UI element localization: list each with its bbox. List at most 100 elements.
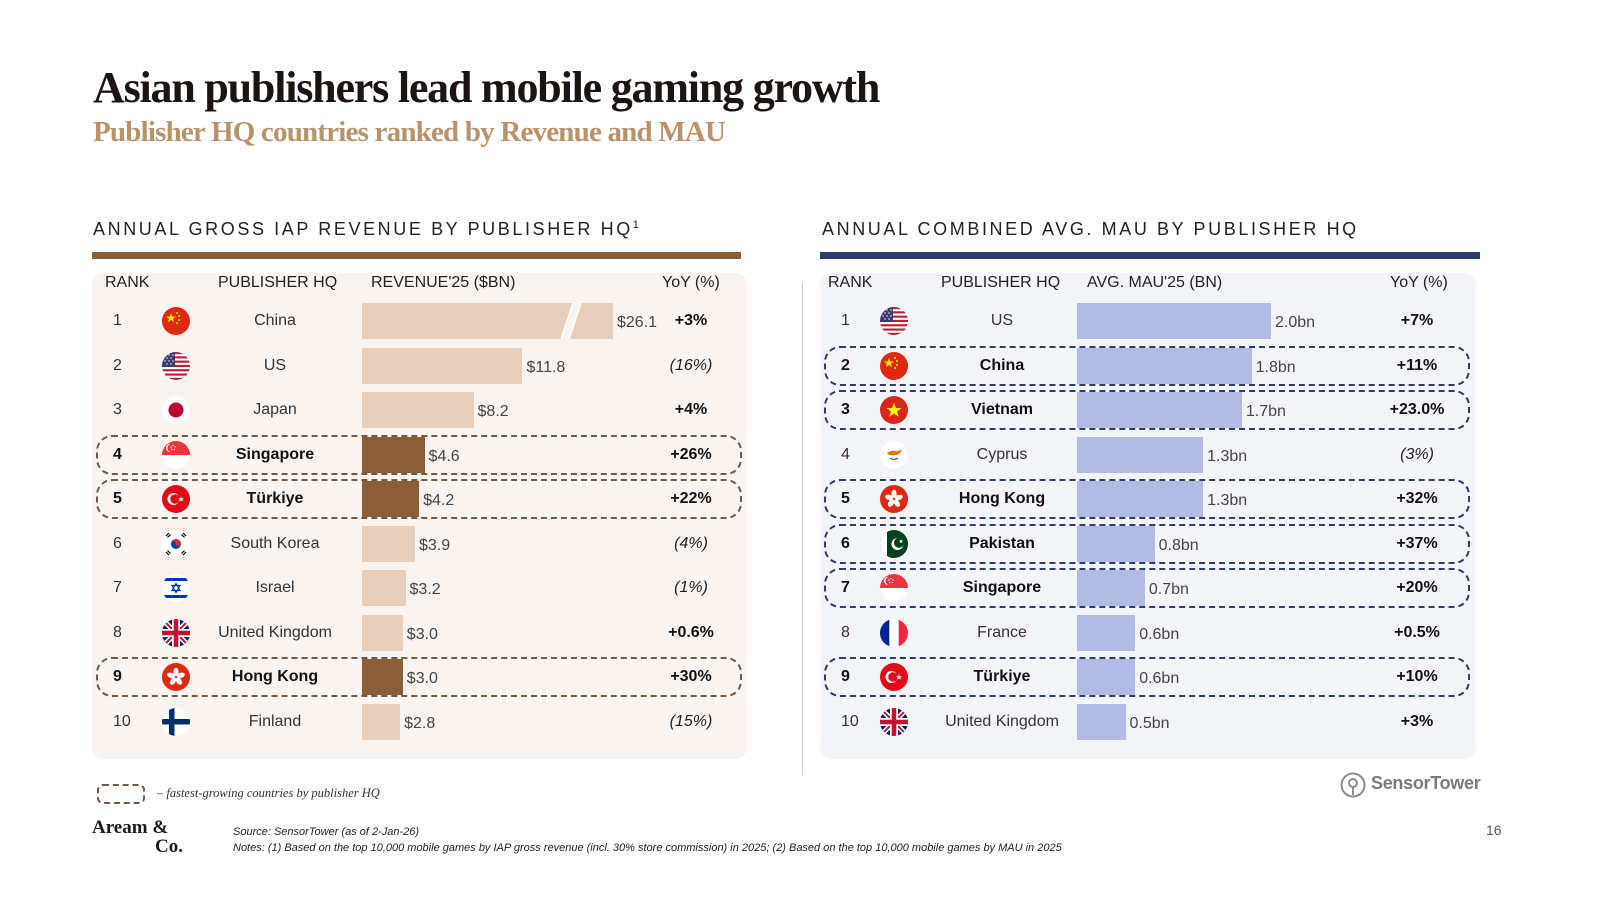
revenue-rank: 3 <box>113 401 122 418</box>
mau-header-value: AVG. MAU'25 (BN) <box>1087 274 1223 291</box>
mau-header-country: PUBLISHER HQ <box>941 274 1061 291</box>
mau-value-label: 0.8bn <box>1158 536 1199 554</box>
mau-yoy: +20% <box>1396 579 1438 596</box>
mau-rank: 7 <box>841 579 850 596</box>
mau-country: Hong Kong <box>958 490 1046 507</box>
mau-country: Pakistan <box>969 534 1035 552</box>
mau-value-label: 1.3bn <box>1207 447 1248 465</box>
israel-flag-icon <box>162 574 190 602</box>
china-flag-icon <box>162 307 190 335</box>
finland-flag-icon <box>162 707 190 736</box>
revenue-row-9: 9 Hong Kong $3.0 +30% <box>0 655 1600 699</box>
mau-bar <box>1077 525 1155 562</box>
revenue-yoy: +4% <box>674 401 708 418</box>
mau-bar <box>1077 570 1145 606</box>
page-subtitle: Publisher HQ countries ranked by Revenue… <box>93 116 726 148</box>
turkiye-flag-icon <box>880 663 908 691</box>
revenue-yoy: (1%) <box>674 579 708 596</box>
mau-value-label: 1.3bn <box>1207 492 1248 509</box>
mau-chart-title: ANNUAL COMBINED AVG. MAU BY PUBLISHER HQ <box>822 219 1359 239</box>
revenue-header-rank: RANK <box>105 274 150 291</box>
mau-country: Türkiye <box>973 668 1031 685</box>
mau-yoy: +23.0% <box>1389 401 1445 418</box>
revenue-country: US <box>263 356 287 374</box>
mau-rank: 10 <box>841 712 859 730</box>
legend-dashed-box-icon <box>97 784 145 804</box>
south-korea-flag-icon <box>162 529 190 558</box>
section-divider <box>802 282 803 775</box>
us-flag-icon <box>880 307 908 335</box>
mau-bar <box>1077 392 1242 428</box>
mau-yoy: +7% <box>1400 312 1434 329</box>
mau-country: Vietnam <box>971 401 1033 418</box>
us-flag-icon <box>162 351 190 380</box>
revenue-value-label: $8.2 <box>477 403 509 420</box>
revenue-chart-title: ANNUAL GROSS IAP REVENUE BY PUBLISHER HQ… <box>93 219 639 239</box>
mau-row-2: 2 China 1.8bn +11% <box>0 344 1600 388</box>
mau-bar <box>1077 614 1136 651</box>
turkiye-flag-icon <box>162 485 190 513</box>
mau-country: US <box>990 312 1014 329</box>
hong-kong-flag-icon <box>880 485 908 513</box>
revenue-rank: 4 <box>113 445 122 463</box>
hong-kong-flag-icon <box>162 663 190 691</box>
revenue-value-label: $11.8 <box>526 358 566 376</box>
pakistan-flag-icon <box>880 529 908 558</box>
mau-bar <box>1077 303 1271 339</box>
mau-row-7: 7 Singapore 0.7bn +20% <box>0 566 1600 610</box>
mau-country: Singapore <box>962 579 1042 596</box>
revenue-bar <box>362 481 420 517</box>
revenue-yoy: +0.6% <box>668 623 714 641</box>
revenue-bar <box>362 659 403 695</box>
mau-yoy: +10% <box>1396 668 1438 685</box>
revenue-country: Japan <box>253 401 297 418</box>
revenue-value-label: $3.2 <box>409 581 441 598</box>
mau-country: Cyprus <box>976 445 1028 463</box>
revenue-country: China <box>254 312 296 329</box>
mau-country: China <box>979 356 1025 374</box>
revenue-yoy: (15%) <box>669 712 713 730</box>
mau-row-3: 3 Vietnam 1.7bn +23.0% <box>0 388 1600 432</box>
mau-yoy: +37% <box>1396 534 1438 552</box>
mau-header-rank: RANK <box>828 274 873 291</box>
mau-bar <box>1077 659 1136 695</box>
sensor-tower-icon <box>1340 772 1366 798</box>
mau-bar <box>1077 436 1204 473</box>
revenue-header-country: PUBLISHER HQ <box>218 274 338 291</box>
mau-row-10: 10 United Kingdom 0.5bn +3% <box>0 700 1600 744</box>
mau-bar <box>1077 481 1204 517</box>
mau-rank: 5 <box>841 490 850 507</box>
revenue-bar <box>362 525 416 562</box>
mau-country: United Kingdom <box>945 712 1059 730</box>
source-text: Source: SensorTower (as of 2-Jan-26) <box>233 826 420 838</box>
mau-row-8: 8 France 0.6bn +0.5% <box>0 611 1600 655</box>
revenue-yoy: +30% <box>670 668 712 685</box>
legend-text: – fastest-growing countries by publisher… <box>157 786 380 800</box>
revenue-value-label: $3.0 <box>406 625 438 643</box>
mau-value-label: 1.8bn <box>1255 358 1296 376</box>
mau-header-yoy: YoY (%) <box>1390 274 1448 291</box>
revenue-value-label: $2.8 <box>404 714 436 732</box>
revenue-rank: 6 <box>113 534 122 552</box>
revenue-rank: 2 <box>113 356 122 374</box>
mau-title-rule <box>820 252 1480 259</box>
revenue-yoy: (4%) <box>674 534 708 552</box>
mau-yoy: +3% <box>1400 712 1434 730</box>
sensor-tower-wordmark: SensorTower <box>1371 773 1481 793</box>
revenue-row-4: 4 Singapore $4.6 +26% <box>0 433 1600 477</box>
revenue-country: Singapore <box>235 445 315 463</box>
revenue-bar <box>362 703 401 740</box>
revenue-row-5: 5 Türkiye $4.2 +22% <box>0 477 1600 521</box>
revenue-country: South Korea <box>230 534 320 552</box>
mau-value-label: 1.7bn <box>1245 403 1286 420</box>
france-flag-icon <box>880 618 908 647</box>
revenue-yoy: +3% <box>674 312 708 329</box>
revenue-row-8: 8 United Kingdom $3.0 +0.6% <box>0 611 1600 655</box>
revenue-header-yoy: YoY (%) <box>662 274 720 291</box>
revenue-title-footnote: 1 <box>632 219 639 231</box>
revenue-value-label: $4.2 <box>423 492 455 509</box>
mau-bar <box>1077 703 1126 740</box>
mau-value-label: 0.5bn <box>1129 714 1170 732</box>
revenue-value-label: $3.9 <box>419 536 451 554</box>
revenue-yoy: +26% <box>670 445 712 463</box>
